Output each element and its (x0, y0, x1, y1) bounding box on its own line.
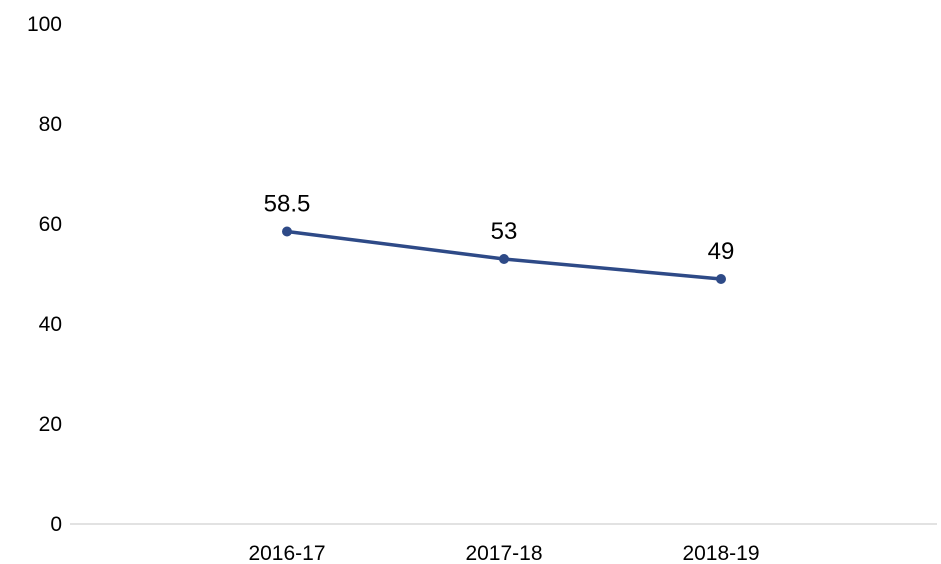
data-label: 49 (708, 238, 735, 265)
data-point (499, 254, 509, 264)
y-tick-label: 40 (39, 313, 62, 336)
x-tick-label: 2016-17 (248, 542, 325, 564)
y-axis-tick-labels: 0 20 40 60 80 100 (27, 13, 62, 536)
x-axis-tick-labels: 2016-17 2017-18 2018-19 (248, 542, 759, 564)
x-tick-label: 2017-18 (465, 542, 542, 564)
y-tick-label: 0 (50, 513, 62, 536)
y-tick-label: 60 (39, 213, 62, 236)
y-tick-label: 80 (39, 113, 62, 136)
data-point (282, 226, 292, 237)
series-group: 58.5 53 49 (264, 191, 735, 284)
data-label: 58.5 (264, 191, 311, 218)
data-point (716, 274, 726, 284)
data-label: 53 (491, 218, 518, 245)
x-tick-label: 2018-19 (682, 542, 759, 564)
y-tick-label: 20 (39, 413, 62, 436)
y-tick-label: 100 (27, 13, 62, 36)
